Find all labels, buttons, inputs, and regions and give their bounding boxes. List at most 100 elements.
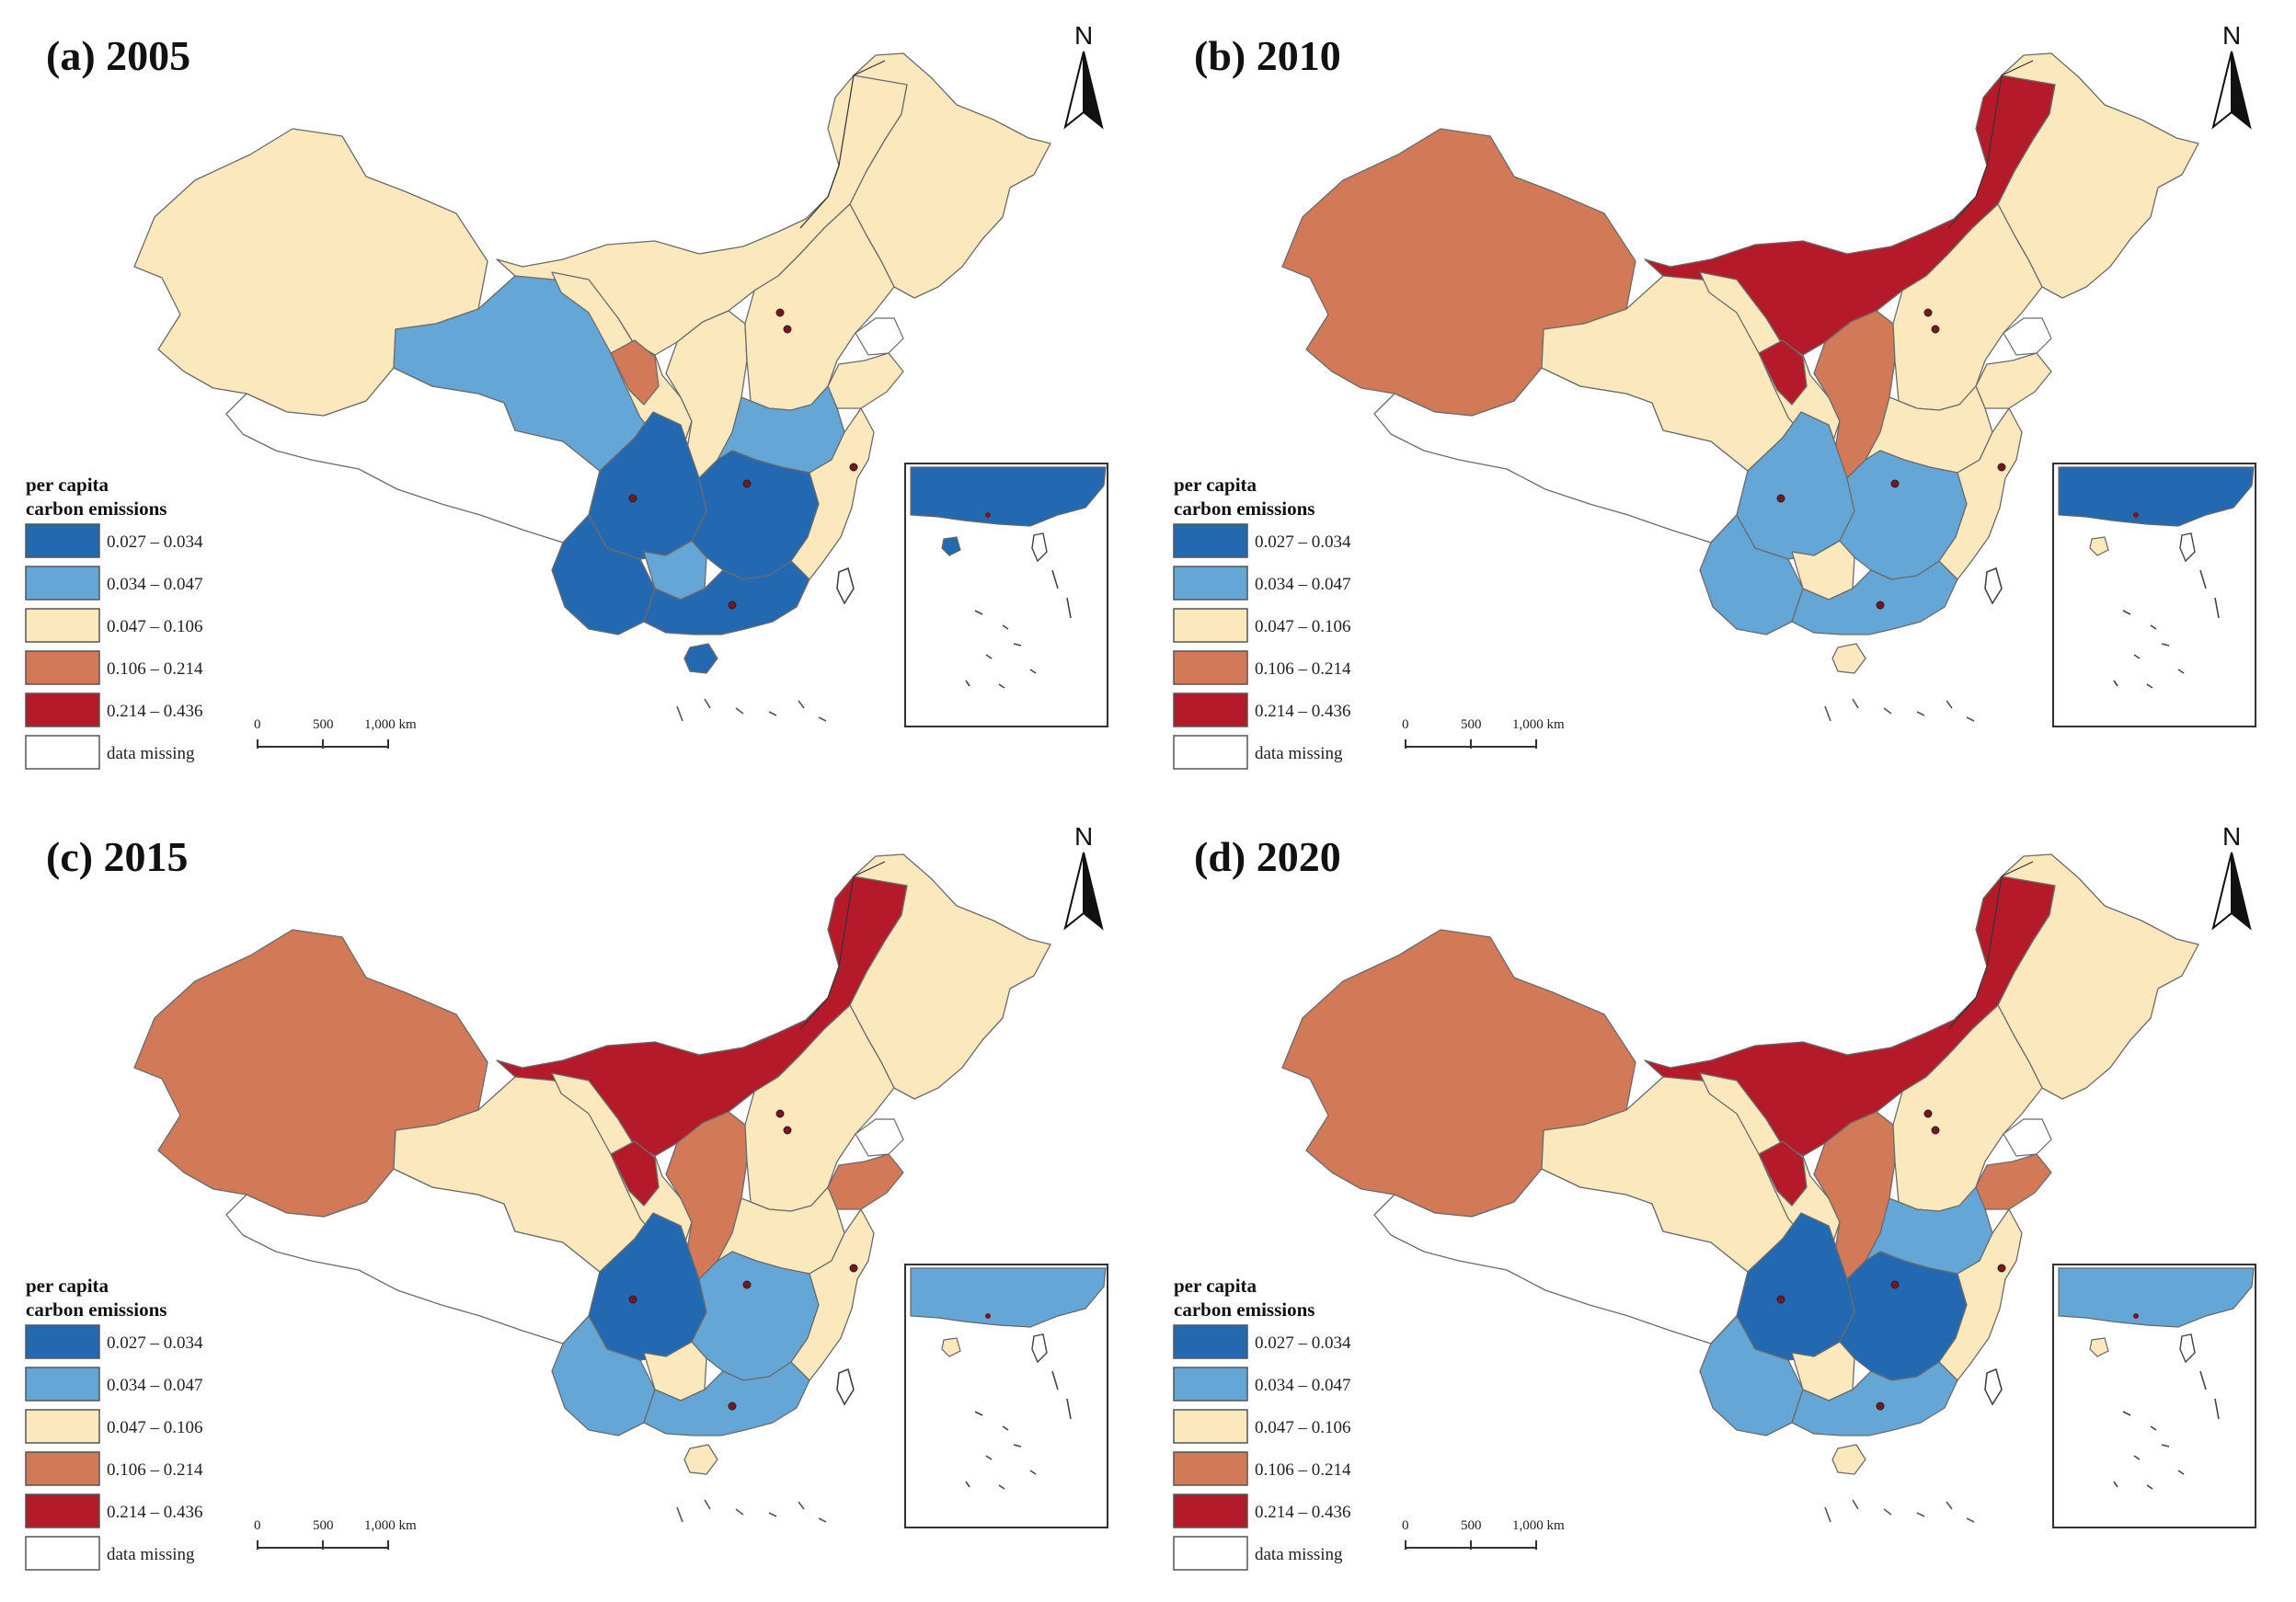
scale-tick-label: 0 bbox=[1402, 717, 1409, 732]
legend-label: 0.214 – 0.436 bbox=[107, 702, 203, 721]
legend-label: data missing bbox=[107, 744, 195, 763]
island-dash bbox=[704, 1499, 711, 1510]
island-dash bbox=[1916, 711, 1925, 716]
scale-tick-label: 0 bbox=[254, 1518, 261, 1533]
legend-swatch bbox=[1173, 1451, 1248, 1486]
inset-hainan bbox=[941, 1337, 961, 1357]
inset-island-dash bbox=[1029, 1470, 1037, 1475]
legend-label: 0.027 – 0.034 bbox=[107, 532, 203, 552]
legend-label: 0.027 – 0.034 bbox=[1255, 532, 1351, 552]
legend-title: carbon emissions bbox=[26, 498, 166, 520]
city-marker bbox=[1997, 463, 2006, 472]
city-marker bbox=[775, 1109, 785, 1118]
region-east_coast bbox=[790, 407, 875, 580]
north-arrow-icon: N bbox=[1063, 822, 1104, 931]
bohai-sea bbox=[2003, 317, 2052, 356]
city-marker bbox=[628, 1295, 637, 1304]
legend-label: 0.106 – 0.214 bbox=[107, 659, 203, 679]
city-marker bbox=[775, 308, 785, 317]
scale-tick-label: 0 bbox=[254, 717, 261, 732]
legend-swatch bbox=[25, 523, 100, 558]
bohai-sea bbox=[855, 1118, 904, 1157]
region-hainan bbox=[683, 1444, 718, 1475]
legend-swatch bbox=[25, 1451, 100, 1486]
island-dash bbox=[1883, 707, 1892, 715]
legend-swatch bbox=[25, 1493, 100, 1528]
bohai-sea bbox=[855, 317, 904, 356]
legend-label: 0.214 – 0.436 bbox=[1255, 1503, 1351, 1522]
inset-island-dash bbox=[2199, 1370, 2207, 1390]
legend-label: data missing bbox=[1255, 744, 1343, 763]
north-label: N bbox=[2222, 21, 2241, 50]
legend-label: 0.027 – 0.034 bbox=[1255, 1333, 1351, 1353]
region-shandong bbox=[827, 1153, 904, 1210]
inset-island-dash bbox=[974, 1411, 983, 1416]
region-hainan bbox=[1831, 643, 1866, 674]
scale-tick-label: 0 bbox=[1402, 1518, 1409, 1533]
inset-map bbox=[904, 1264, 1108, 1528]
inset-island-dash bbox=[1013, 1444, 1022, 1448]
city-marker bbox=[1890, 1280, 1900, 1289]
legend-swatch bbox=[25, 650, 100, 685]
panel-title: (a) 2005 bbox=[46, 32, 191, 79]
inset-map bbox=[904, 463, 1108, 727]
island-dash bbox=[676, 705, 683, 722]
legend-label: 0.214 – 0.436 bbox=[107, 1503, 203, 1522]
island-dash bbox=[1966, 716, 1975, 722]
region-ningxia bbox=[1758, 1140, 1808, 1207]
legend-swatch bbox=[1173, 735, 1248, 770]
inset-island-dash bbox=[2122, 1411, 2131, 1416]
city-marker bbox=[628, 494, 637, 503]
city-marker bbox=[1890, 479, 1900, 488]
legend-swatch bbox=[25, 1536, 100, 1571]
city-marker bbox=[1776, 1295, 1785, 1304]
legend-swatch bbox=[1173, 1367, 1248, 1402]
legend-title: per capita bbox=[26, 474, 109, 496]
legend-swatch bbox=[1173, 608, 1248, 643]
inset-island-dash bbox=[2133, 654, 2141, 659]
scale-tick-label: 500 bbox=[313, 1518, 334, 1533]
border-line bbox=[1947, 60, 2034, 229]
legend-title: per capita bbox=[26, 1275, 109, 1297]
region-shandong bbox=[827, 352, 904, 409]
scale-tick-label: 500 bbox=[313, 717, 334, 732]
legend-label: 0.106 – 0.214 bbox=[1255, 1460, 1351, 1480]
city-marker bbox=[1931, 1126, 1940, 1135]
legend-label: 0.047 – 0.106 bbox=[107, 617, 203, 636]
inset-taiwan bbox=[1031, 532, 1048, 563]
scale-tick-label: 1,000 km bbox=[1512, 717, 1565, 732]
city-marker bbox=[1923, 308, 1933, 317]
inset-mainland bbox=[910, 1267, 1107, 1328]
inset-island-dash bbox=[965, 680, 970, 687]
north-arrow-icon: N bbox=[2211, 822, 2252, 931]
city-marker bbox=[2133, 1313, 2139, 1319]
north-arrow-icon: N bbox=[2211, 21, 2252, 130]
panel-title: (c) 2015 bbox=[46, 833, 189, 880]
legend-label: 0.034 – 0.047 bbox=[1255, 575, 1351, 594]
scale-tick-label: 1,000 km bbox=[1512, 1518, 1565, 1533]
border-line bbox=[799, 861, 886, 1030]
region-ningxia bbox=[610, 339, 660, 406]
region-northeast bbox=[1997, 853, 2199, 1100]
inset-island-dash bbox=[985, 654, 993, 659]
legend-label: 0.047 – 0.106 bbox=[1255, 617, 1351, 636]
inset-island-dash bbox=[1066, 1398, 1072, 1420]
taiwan-outline bbox=[1984, 566, 2003, 605]
scale-tick-label: 500 bbox=[1461, 1518, 1482, 1533]
city-marker bbox=[1876, 601, 1885, 610]
inset-mainland bbox=[2058, 466, 2255, 527]
inset-island-dash bbox=[998, 683, 1005, 689]
island-dash bbox=[798, 700, 805, 709]
inset-island-dash bbox=[2113, 1481, 2118, 1488]
island-dash bbox=[676, 1506, 683, 1523]
region-ningxia bbox=[1758, 339, 1808, 406]
north-arrow-icon: N bbox=[1063, 21, 1104, 130]
inset-island-dash bbox=[2146, 683, 2153, 689]
inset-taiwan bbox=[2179, 1333, 2196, 1364]
legend-label: 0.047 – 0.106 bbox=[1255, 1418, 1351, 1437]
